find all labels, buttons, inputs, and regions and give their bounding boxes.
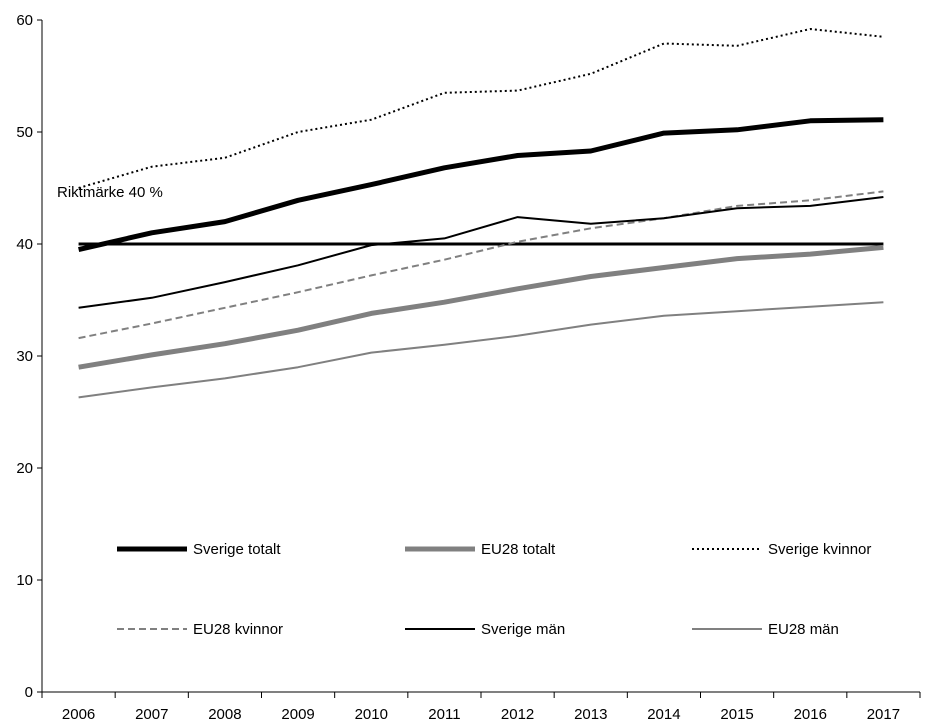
reference-line-group: Riktmärke 40 % bbox=[57, 184, 884, 246]
x-tick-label: 2017 bbox=[867, 706, 900, 723]
y-tick-label: 40 bbox=[16, 236, 33, 253]
x-tick-label: 2006 bbox=[62, 706, 95, 723]
y-tick-label: 0 bbox=[25, 684, 33, 701]
x-tick-label: 2013 bbox=[574, 706, 607, 723]
series-line-sverige-totalt bbox=[78, 117, 884, 253]
y-tick-label: 50 bbox=[16, 124, 33, 141]
legend: Sverige totalt EU28 totalt Sverige kvinnor… bbox=[117, 541, 871, 638]
series-layer bbox=[78, 28, 884, 399]
x-ticks: 2006 2007 2008 2009 2010 2011 2012 2013 2014 2015… bbox=[41, 692, 921, 723]
legend-label: EU28 kvinnor bbox=[193, 621, 283, 638]
series-line-eu28-totalt bbox=[78, 244, 884, 370]
y-tick-label: 30 bbox=[16, 348, 33, 365]
series-line-sverige-kvinnor bbox=[78, 28, 884, 189]
x-tick-label: 2008 bbox=[208, 706, 241, 723]
legend-label: Sverige kvinnor bbox=[768, 541, 871, 558]
y-tick-label: 10 bbox=[16, 572, 33, 589]
x-tick-label: 2010 bbox=[355, 706, 388, 723]
legend-label: Sverige totalt bbox=[193, 541, 281, 558]
x-tick-label: 2014 bbox=[647, 706, 680, 723]
x-tick-label: 2007 bbox=[135, 706, 168, 723]
reference-line-label: Riktmärke 40 % bbox=[57, 184, 163, 201]
legend-label: EU28 totalt bbox=[481, 541, 556, 558]
legend-label: Sverige män bbox=[481, 621, 565, 638]
series-line-eu28-kvinnor bbox=[78, 190, 884, 340]
y-tick-label: 60 bbox=[16, 12, 33, 29]
x-tick-label: 2011 bbox=[428, 706, 460, 723]
x-tick-label: 2015 bbox=[720, 706, 753, 723]
x-tick-label: 2016 bbox=[794, 706, 827, 723]
y-tick-label: 20 bbox=[16, 460, 33, 477]
y-ticks: 0 10 20 30 40 50 60 bbox=[16, 12, 42, 701]
series-line-eu28-män bbox=[78, 301, 884, 399]
series-line-sverige-män bbox=[78, 196, 884, 309]
legend-label: EU28 män bbox=[768, 621, 839, 638]
x-tick-label: 2009 bbox=[281, 706, 314, 723]
x-tick-label: 2012 bbox=[501, 706, 534, 723]
